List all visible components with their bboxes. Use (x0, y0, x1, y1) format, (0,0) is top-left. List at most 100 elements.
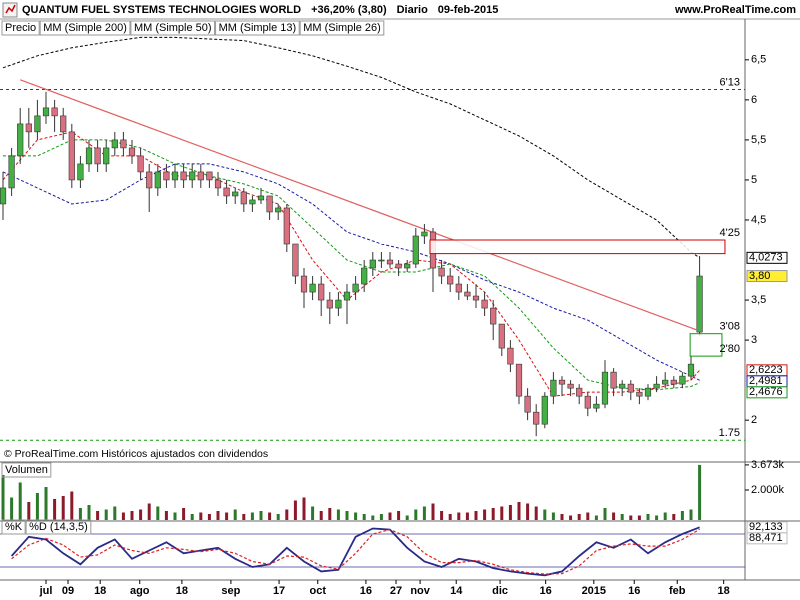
candle-body (17, 123, 24, 157)
period: Diario (397, 4, 428, 16)
level-label: 1.75 (719, 427, 740, 439)
volume-bar (53, 499, 57, 520)
volume-bar (680, 511, 684, 520)
candle-body (326, 299, 333, 309)
legend-box (299, 20, 385, 36)
x-tick-label: 09 (62, 585, 74, 597)
volume-bar (87, 505, 91, 520)
y-tick-label: 3.673k (751, 459, 785, 471)
value-tag: 3,80 (749, 270, 770, 282)
legend-entry: Precio (5, 22, 36, 34)
candle-body (257, 195, 265, 201)
oscillator-line (11, 528, 700, 575)
volume-bar (663, 512, 667, 520)
x-tick-label: 18 (718, 585, 730, 597)
volume-bar (190, 514, 194, 520)
x-tick-label: 16 (360, 585, 372, 597)
candle-body (601, 371, 609, 405)
volume-bar (113, 506, 117, 520)
y-tick-label: 6 (751, 94, 757, 106)
candle-body (438, 267, 445, 277)
candle-body (223, 187, 230, 197)
candle-body (619, 383, 626, 389)
volume-bar (121, 512, 125, 520)
candle-body (662, 379, 669, 385)
volume-bar (698, 464, 702, 520)
candle-body (197, 171, 204, 181)
volume-bar (328, 508, 332, 520)
candle-body (189, 171, 196, 181)
candle-body (687, 363, 695, 377)
zone-label: 4'25 (720, 227, 740, 239)
volume-bar (612, 512, 616, 520)
volume-bar (319, 511, 323, 520)
candle-body (335, 299, 342, 309)
volume-bar (431, 503, 435, 520)
volume-bar (500, 506, 504, 520)
volume-bar (594, 515, 598, 520)
volume-bar (655, 515, 659, 520)
candle-body (395, 263, 402, 269)
x-tick-label: dic (492, 585, 508, 597)
level-label: 6'13 (720, 76, 740, 88)
candle-body (412, 235, 419, 265)
legend-entry: MM (Simple 13) (219, 22, 297, 34)
candle-body (593, 403, 600, 409)
volume-bar (70, 491, 74, 520)
candle-body (507, 347, 514, 365)
candle-body (120, 139, 127, 149)
volume-bar (285, 509, 289, 520)
candle-body (8, 155, 15, 189)
legend-box (215, 20, 300, 36)
zone-label: 3'08 (720, 321, 740, 333)
candle-body (670, 379, 677, 385)
volume-bar (397, 511, 401, 520)
candle-body (154, 171, 161, 189)
date: 09-feb-2015 (438, 4, 499, 16)
candle-body (541, 395, 548, 425)
candle-body (68, 131, 75, 181)
candle-body (636, 391, 643, 397)
volume-bar (268, 512, 272, 520)
volume-bar (483, 509, 487, 520)
legend-entry: %K (5, 521, 23, 533)
volume-bar (10, 497, 14, 520)
site-link[interactable]: www.ProRealTime.com (674, 4, 796, 16)
y-tick-label: 5,5 (751, 134, 766, 146)
volume-bar (448, 514, 452, 520)
volume-bar (526, 503, 530, 520)
volume-bar (620, 514, 624, 520)
value-tag-box (746, 386, 788, 399)
volume-bar (345, 511, 349, 520)
volume-bar (354, 512, 358, 520)
volume-bar (139, 509, 143, 520)
candle-body (232, 191, 239, 197)
x-tick-label: 16 (540, 585, 552, 597)
volume-bar (18, 482, 22, 520)
volume-bar (371, 515, 375, 520)
volume-bar (216, 511, 220, 520)
candle-body (447, 275, 454, 285)
oscillator-line (10, 526, 700, 577)
candle-body (378, 259, 385, 262)
volume-bar (207, 514, 211, 520)
x-tick-label: 14 (450, 585, 463, 597)
volume-bar (199, 512, 203, 520)
candle-body (77, 163, 84, 181)
candle-body (567, 383, 574, 389)
volume-bar (465, 512, 469, 520)
zone-label: 2'80 (720, 343, 740, 355)
candle-body (369, 259, 376, 269)
candle-body (283, 207, 290, 245)
candle-body (309, 283, 316, 293)
y-tick-label: 3,5 (751, 294, 766, 306)
x-tick-label: 18 (176, 585, 188, 597)
volume-bar (560, 514, 564, 520)
volume-bar (35, 493, 39, 520)
volume-bar (551, 512, 555, 520)
candle-body (240, 191, 247, 205)
trendline (20, 79, 697, 331)
y-tick-label: 4,5 (751, 214, 766, 226)
candle-body (558, 379, 566, 385)
